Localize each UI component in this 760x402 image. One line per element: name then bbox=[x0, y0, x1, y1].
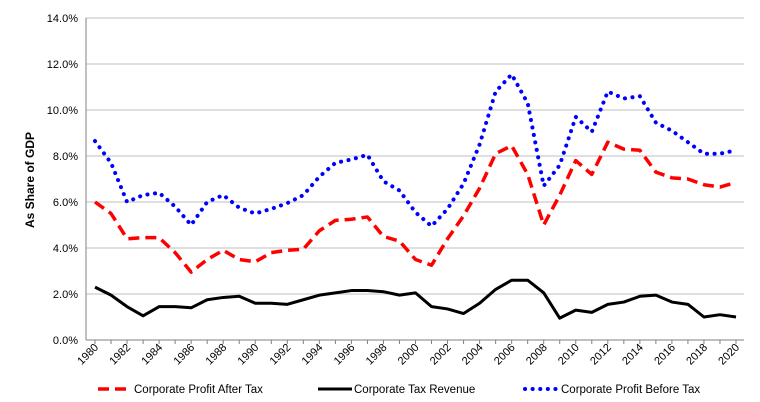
y-tick-label: 8.0% bbox=[53, 151, 78, 163]
y-tick-label: 12.0% bbox=[47, 59, 78, 71]
series-line-2 bbox=[93, 72, 738, 229]
legend-label-0: Corporate Profit After Tax bbox=[134, 384, 263, 396]
y-tick-label: 6.0% bbox=[53, 197, 78, 209]
legend: Corporate Profit After Tax Corporate Tax … bbox=[98, 384, 700, 396]
y-tick-label: 14.0% bbox=[47, 13, 78, 25]
y-tick-label: 10.0% bbox=[47, 105, 78, 117]
legend-label-1: Corporate Tax Revenue bbox=[354, 384, 475, 396]
series-lines bbox=[93, 72, 738, 320]
legend-label-2: Corporate Profit Before Tax bbox=[561, 384, 700, 396]
y-axis-tick-labels: 0.0% 2.0% 4.0% 6.0% 8.0% 10.0% 12.0% 14.0% bbox=[47, 13, 78, 347]
series-line-1 bbox=[94, 278, 737, 320]
y-tick-label: 0.0% bbox=[53, 335, 78, 347]
y-tick-label: 4.0% bbox=[53, 243, 78, 255]
y-axis-title: As Share of GDP bbox=[23, 132, 37, 228]
axes bbox=[85, 18, 744, 344]
gridlines bbox=[86, 17, 744, 295]
series-line-0 bbox=[93, 140, 737, 274]
y-tick-label: 2.0% bbox=[53, 289, 78, 301]
